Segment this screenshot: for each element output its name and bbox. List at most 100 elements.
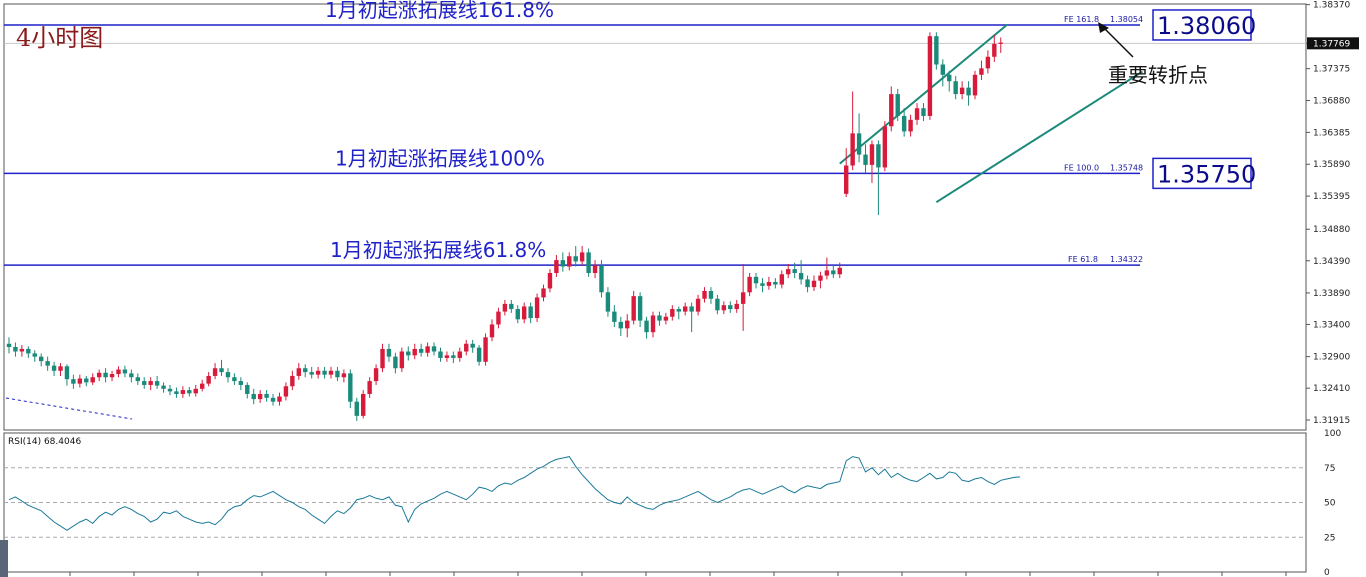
y-tick-label: 1.34390 <box>1313 257 1350 267</box>
candle-body <box>528 306 533 319</box>
fe-level-box-value: 1.35750 <box>1157 160 1256 188</box>
candle-body <box>554 260 559 273</box>
candle-body <box>708 291 714 299</box>
candle-body <box>212 368 218 376</box>
candle-body <box>457 351 462 358</box>
candle-body <box>837 267 842 275</box>
candle-body <box>773 281 778 285</box>
fe-level-value: 1.35748 <box>1110 163 1143 172</box>
candle-body <box>187 390 192 394</box>
candle-body <box>84 378 89 383</box>
y-tick-label: 1.33890 <box>1313 289 1350 299</box>
candle-body <box>116 369 121 375</box>
candle-body <box>348 373 353 402</box>
candle-body <box>406 351 411 356</box>
annotation-arrow-line <box>1101 25 1134 58</box>
candle-body <box>451 355 456 358</box>
candle-body <box>921 108 926 116</box>
candle-body <box>225 372 231 378</box>
y-tick-label: 1.35395 <box>1313 192 1350 202</box>
current-price-badge <box>1307 37 1359 50</box>
candle-body <box>599 265 604 293</box>
candle-body <box>979 68 984 75</box>
y-tick-label: 1.32900 <box>1313 353 1350 363</box>
candle-body <box>386 348 392 357</box>
candle-body <box>753 276 759 284</box>
candle-body <box>470 343 475 348</box>
fe-level-caption: 1月初起涨拓展线100% <box>335 146 545 170</box>
annotation-text: 重要转折点 <box>1108 63 1208 87</box>
candle-body <box>734 303 739 310</box>
candle-body <box>702 291 707 299</box>
candle-body <box>431 346 437 352</box>
candle-body <box>509 303 514 310</box>
candle-body <box>489 324 495 338</box>
candle-body <box>373 368 379 382</box>
candle-body <box>657 315 662 321</box>
candle-body <box>148 381 153 385</box>
candle-body <box>251 393 256 400</box>
candle-body <box>889 94 894 127</box>
candle-body <box>219 368 224 373</box>
candle-body <box>19 348 25 352</box>
candle-body <box>200 383 205 389</box>
candle-body <box>283 386 289 397</box>
candle-body <box>715 298 720 311</box>
candle-body <box>818 275 823 281</box>
candle-body <box>631 296 636 321</box>
candle-body <box>393 356 398 369</box>
candle-body <box>798 272 804 280</box>
candle-body <box>534 297 540 319</box>
candle-body <box>876 144 881 168</box>
candle-body <box>109 374 115 378</box>
candle-body <box>637 296 643 321</box>
rsi-tick-label: 0 <box>1324 568 1330 577</box>
rsi-label: RSI(14) 68.4046 <box>8 437 81 447</box>
candle-body <box>483 337 488 362</box>
candle-body <box>850 133 855 166</box>
candle-body <box>45 361 50 366</box>
y-tick-label: 1.31915 <box>1313 416 1350 426</box>
candle-body <box>438 351 443 358</box>
y-tick-label: 1.34880 <box>1313 225 1350 235</box>
candle-body <box>560 260 566 267</box>
candle-body <box>361 393 366 416</box>
candle-body <box>322 370 327 375</box>
candle-body <box>58 366 63 371</box>
candle-body <box>811 280 817 288</box>
candle-body <box>167 388 173 392</box>
candle-body <box>863 154 868 165</box>
chart-title: 4小时图 <box>16 24 103 52</box>
candle-body <box>412 348 417 356</box>
candle-body <box>496 311 501 325</box>
candle-body <box>135 377 140 382</box>
fe-level-caption: 1月初起涨拓展线161.8% <box>325 0 554 22</box>
candle-body <box>786 269 791 275</box>
candle-body <box>869 144 875 165</box>
candle-body <box>425 346 430 353</box>
candle-body <box>689 306 694 312</box>
candle-body <box>663 316 669 321</box>
candle-body <box>882 126 888 168</box>
candle-body <box>26 348 31 354</box>
candle-body <box>760 283 765 286</box>
candle-body <box>32 353 37 357</box>
candle-body <box>367 381 372 394</box>
candle-body <box>380 348 385 369</box>
candle-body <box>51 365 57 371</box>
candle-body <box>927 36 933 116</box>
current-price-label: 1.37769 <box>1313 39 1350 49</box>
candle-body <box>354 401 359 416</box>
scrollbar-handle <box>0 540 8 577</box>
candle-body <box>541 288 546 298</box>
fe-level-name: FE 61.8 <box>1068 255 1098 264</box>
candle-body <box>309 372 314 375</box>
fe-level-caption: 1月初起涨拓展线61.8% <box>330 238 546 262</box>
candle-body <box>792 269 797 273</box>
main-plot-frame <box>3 3 1307 431</box>
candle-body <box>71 379 76 384</box>
candle-body <box>232 377 237 382</box>
candle-body <box>972 74 978 96</box>
candle-body <box>824 270 830 276</box>
candle-body <box>122 369 128 374</box>
